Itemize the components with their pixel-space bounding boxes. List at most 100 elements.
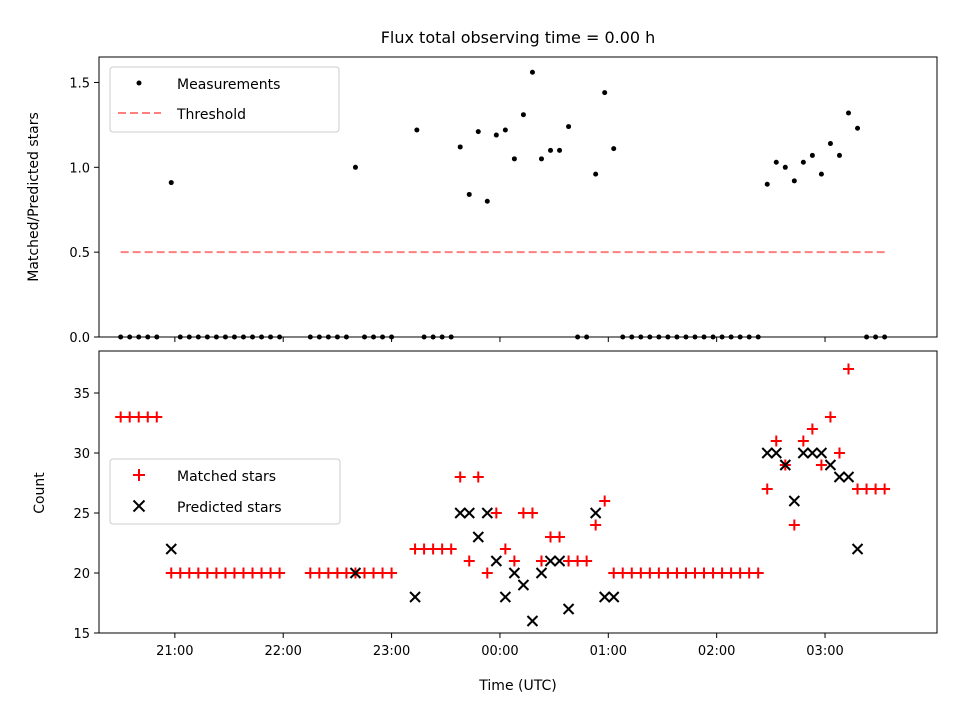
x-tick-label: 00:00: [481, 644, 518, 659]
predicted-star-point: [490, 555, 503, 567]
measurement-point: [773, 159, 779, 165]
measurement-point: [502, 127, 508, 133]
measurement-point: [466, 191, 472, 197]
predicted-star-point: [589, 507, 602, 519]
predicted-star-point: [779, 459, 792, 471]
measurement-point: [827, 141, 833, 147]
measurement-point: [836, 152, 842, 158]
y-tick-label: 1.5: [69, 76, 90, 91]
legend-box: [109, 458, 341, 525]
predicted-star-point: [517, 579, 530, 591]
measurement-point: [782, 164, 788, 170]
y-tick-label: 20: [73, 567, 90, 582]
measurement-point: [764, 181, 770, 187]
predicted-star-point: [608, 591, 620, 603]
matched-star-point: [386, 567, 398, 579]
x-tick-label: 23:00: [373, 644, 410, 659]
matched-star-point: [843, 363, 855, 375]
y-tick-label: 0.0: [69, 331, 90, 346]
measurement-point: [529, 69, 535, 75]
y-tick-label: 15: [73, 627, 90, 642]
x-axis-label: Time (UTC): [478, 678, 556, 694]
matched-star-point: [463, 555, 475, 567]
predicted-star-point: [851, 543, 864, 555]
measurement-point: [855, 125, 861, 131]
measurement-point: [548, 147, 554, 153]
axes-frame: [98, 350, 938, 634]
matched-star-point: [490, 507, 502, 519]
matched-star-point: [761, 483, 773, 495]
predicted-star-point: [797, 447, 810, 459]
predicted-star-point: [761, 447, 773, 459]
matched-star-point: [499, 543, 511, 555]
matched-star-point: [554, 531, 566, 543]
measurement-point: [493, 132, 499, 138]
legend: Measurements Threshold: [109, 66, 340, 133]
axis-ticks: 21:00 22:00 23:00 00:00 01:00 02:00 03:00 15 20 2…: [73, 387, 843, 659]
matched-star-point: [752, 567, 764, 579]
measurement-point: [352, 164, 358, 170]
count-panel: Count Time (UTC) 21:00 22:00 23:00 00:00 01:…: [32, 350, 938, 694]
legend: Matched stars Predicted stars: [109, 458, 341, 525]
y-axis-label: Matched/Predicted stars: [26, 112, 42, 282]
x-tick-label: 03:00: [806, 644, 843, 659]
y-tick-label: 0.5: [69, 246, 90, 261]
matched-star-point: [472, 471, 484, 483]
legend-box: [109, 66, 340, 133]
x-tick-label: 01:00: [590, 644, 627, 659]
predicted-star-point: [508, 567, 521, 579]
legend-plus-marker: [133, 469, 145, 481]
predicted-star-point: [526, 615, 539, 627]
matched-star-point: [590, 519, 602, 531]
matched-star-point: [535, 555, 547, 567]
x-tick-label: 22:00: [264, 644, 301, 659]
predicted-star-point: [833, 471, 846, 483]
predicted-star-point: [562, 603, 575, 615]
measurement-point: [511, 156, 517, 162]
predicted-star-point: [454, 507, 466, 519]
y-axis-label: Count: [32, 472, 48, 514]
measurement-point: [538, 156, 544, 162]
measurement-point: [457, 144, 463, 150]
plot-marks: [115, 363, 891, 627]
predicted-star-point: [598, 591, 611, 603]
matched-star-point: [508, 555, 520, 567]
matched-star-point: [815, 459, 827, 471]
x-tick-label: 02:00: [698, 644, 735, 659]
legend-x-marker: [132, 499, 146, 513]
matched-star-point: [151, 411, 163, 423]
legend-dot-marker: [136, 80, 142, 86]
predicted-star-point: [349, 567, 362, 579]
measurement-point: [168, 180, 174, 186]
predicted-star-point: [499, 591, 512, 603]
measurement-point: [602, 90, 608, 96]
legend-label-matched: Matched stars: [177, 469, 276, 485]
matched-star-point: [445, 543, 457, 555]
measurement-point: [611, 146, 617, 152]
matched-star-point: [454, 471, 466, 483]
measurement-point: [846, 110, 852, 116]
measurement-point: [791, 178, 797, 184]
predicted-star-point: [815, 447, 828, 459]
matched-star-point: [599, 495, 611, 507]
predicted-star-point: [165, 543, 177, 555]
ratio-panel: Flux total observing time = 0.00 h Match…: [26, 28, 938, 346]
measurement-point: [557, 147, 563, 153]
matched-star-point: [526, 507, 538, 519]
legend-label-measurements: Measurements: [177, 77, 280, 93]
measurement-point: [593, 171, 599, 177]
predicted-star-point: [553, 555, 566, 567]
predicted-star-point: [788, 495, 801, 507]
predicted-star-point: [481, 507, 494, 519]
y-tick-label: 30: [73, 447, 90, 462]
measurement-point: [800, 159, 806, 165]
predicted-star-point: [770, 447, 782, 459]
matched-star-point: [833, 447, 845, 459]
matched-star-point: [797, 435, 809, 447]
matched-star-point: [788, 519, 800, 531]
matched-star-point: [770, 435, 782, 447]
y-tick-label: 1.0: [69, 161, 90, 176]
matched-star-point: [806, 423, 818, 435]
predicted-star-point: [842, 471, 855, 483]
